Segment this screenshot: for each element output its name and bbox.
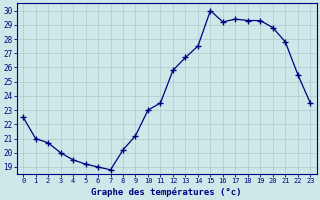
X-axis label: Graphe des températures (°c): Graphe des températures (°c): [92, 187, 242, 197]
